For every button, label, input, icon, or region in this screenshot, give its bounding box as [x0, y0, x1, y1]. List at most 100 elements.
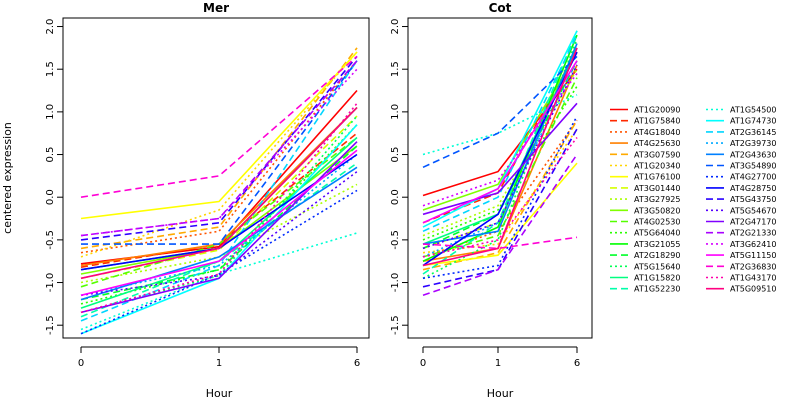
panel-1-series-line	[422, 51, 578, 211]
panel-0-series-line	[81, 60, 358, 245]
legend-label: AT5G15640	[634, 262, 680, 271]
panel-0-series-line	[80, 107, 358, 280]
panel-0-y-tick-label: 2.0	[45, 19, 56, 35]
panel-0-series-line	[80, 115, 358, 280]
legend-label: AT2G47170	[730, 218, 776, 227]
panel-0-series-line	[80, 60, 358, 254]
panel-0-series-line	[80, 115, 358, 314]
legend-label: AT5G43750	[730, 195, 776, 204]
legend-label: AT1G20090	[634, 106, 680, 115]
panel-0-title: Mer	[203, 1, 229, 15]
panel-0-series-line	[80, 149, 358, 297]
y-axis-title: centered expression	[1, 122, 14, 234]
panel-1-series-line	[422, 60, 578, 224]
panel-0-series-line	[80, 55, 358, 198]
legend-label: AT4G25630	[634, 139, 680, 148]
panel-0-series-line	[80, 132, 358, 268]
legend-label: AT1G43170	[730, 274, 776, 283]
panel-0-series-line	[80, 166, 358, 301]
legend-label: AT1G75840	[634, 117, 680, 126]
legend-label: AT3G01440	[634, 184, 680, 193]
panel-1-series-line	[422, 34, 578, 262]
panel-0-series-line	[80, 51, 358, 220]
panel-1-series-line	[422, 137, 578, 258]
legend-label: AT2G18290	[634, 251, 680, 260]
panel-1-series-line	[422, 55, 578, 169]
panel-1-series-line	[422, 47, 578, 267]
legend-label: AT4G02530	[634, 218, 680, 227]
panel-0-x-tick-label: 0	[78, 358, 84, 369]
panel-0-series-line	[80, 170, 358, 297]
legend-label: AT1G76100	[634, 173, 680, 182]
panel-0-series-line	[80, 60, 358, 322]
panel-0-series-line	[80, 107, 358, 267]
legend-label: AT2G21330	[730, 229, 776, 238]
panel-1-y-tick-label: -1.5	[390, 315, 401, 335]
panel-1-series-line	[422, 154, 578, 297]
panel-0-series-line	[80, 102, 358, 314]
panel-1-plot-frame	[407, 17, 593, 339]
panel-1-series-line	[422, 115, 578, 280]
legend-label: AT1G15820	[634, 274, 680, 283]
legend-label: AT3G21055	[634, 240, 680, 249]
panel-1-series-line	[422, 43, 578, 250]
legend-label: AT1G20340	[634, 162, 680, 171]
panel-0-y-tick-label: 0.5	[45, 147, 56, 163]
panel-1-series-line	[422, 85, 578, 241]
panel-1-series-line	[422, 236, 578, 250]
panel-1-y-tick-label: 2.0	[390, 19, 401, 35]
legend-label: AT5G11150	[730, 251, 776, 260]
panel-1-series-line	[422, 128, 578, 288]
panel-1-series-line	[422, 30, 578, 275]
legend-label: AT3G54890	[730, 162, 776, 171]
legend-label: AT2G39730	[730, 139, 776, 148]
panel-0-series-line	[80, 107, 358, 271]
panel-1-series-line	[422, 102, 578, 216]
legend-label: AT3G50820	[634, 206, 680, 215]
panel-1-series-line	[422, 64, 578, 250]
panel-1-series-line	[422, 73, 578, 207]
panel-0-series-line	[80, 51, 358, 258]
panel-0-series-line	[80, 68, 358, 237]
panel-0-x-axis-title: Hour	[206, 387, 233, 400]
legend-label: AT3G27925	[634, 195, 680, 204]
panel-0-x-tick-label: 6	[354, 358, 360, 369]
legend-label: AT1G74730	[730, 117, 776, 126]
panel-1-y-tick-label: 0.5	[390, 147, 401, 163]
legend-label: AT5G64040	[634, 229, 680, 238]
panel-1-series-line	[422, 119, 578, 271]
panel-1-series-line	[422, 34, 578, 233]
legend-label: AT3G62410	[730, 240, 776, 249]
panel-0-y-tick-label: 1.0	[45, 104, 56, 120]
panel-1-y-tick-label: -1.0	[390, 273, 401, 293]
legend-label: AT4G18040	[634, 128, 680, 137]
legend-label: AT4G28750	[730, 184, 776, 193]
legend-label: AT1G52230	[634, 285, 680, 294]
panel-0-series-line	[80, 153, 358, 297]
panel-0-series-line	[80, 124, 358, 305]
panel-1-y-tick-label: -0.5	[390, 230, 401, 250]
legend-label: AT5G54670	[730, 206, 776, 215]
panel-0-series-line	[80, 183, 358, 284]
legend-label: AT2G36145	[730, 128, 776, 137]
panel-0-series-line	[80, 55, 358, 241]
panel-0-x-tick-label: 1	[216, 358, 222, 369]
panel-0-y-tick-label: -1.5	[45, 315, 56, 335]
panel-0-series-line	[80, 47, 358, 250]
panel-0-y-tick-label: -0.5	[45, 230, 56, 250]
panel-0-y-tick-label: 0.0	[45, 189, 56, 205]
panel-1-y-tick-label: 1.0	[390, 104, 401, 120]
legend-label: AT5G09510	[730, 285, 776, 294]
panel-0-series-line	[80, 189, 358, 335]
panel-0-y-tick-label: 1.5	[45, 61, 56, 77]
panel-0-plot-frame	[62, 17, 370, 339]
panel-1-y-tick-label: 1.5	[390, 61, 401, 77]
legend-label: AT2G36830	[730, 262, 776, 271]
legend-label: AT1G54500	[730, 106, 776, 115]
panel-1-x-tick-label: 1	[495, 358, 501, 369]
panel-1-y-tick-label: 0.0	[390, 189, 401, 205]
legend-label: AT4G27700	[730, 173, 776, 182]
legend-label: AT3G07590	[634, 150, 680, 159]
